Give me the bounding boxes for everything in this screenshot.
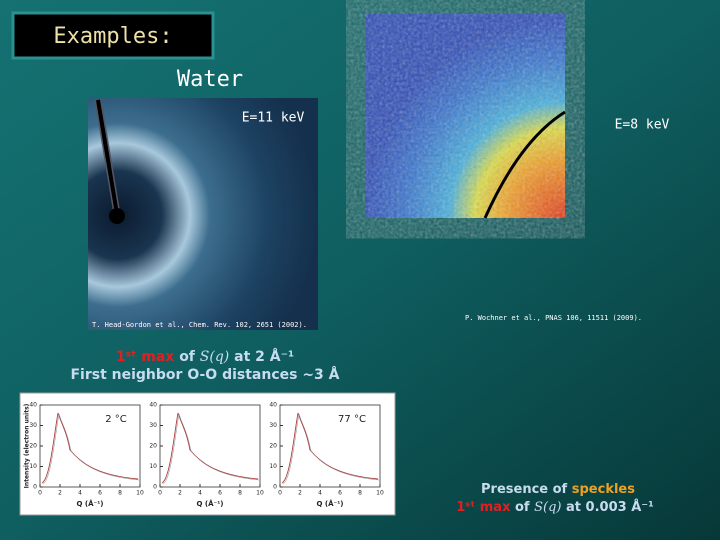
image-label: E=11 keV <box>242 111 305 126</box>
x-tick-label: 0 <box>38 490 42 497</box>
x-tick-label: 2 <box>58 490 62 497</box>
text: of <box>515 500 530 515</box>
x-tick-label: 6 <box>218 490 222 497</box>
y-tick-label: 30 <box>29 422 37 429</box>
text: at 2 Å⁻¹ <box>234 348 294 365</box>
title-box <box>11 11 215 60</box>
y-tick-label: 20 <box>149 443 157 450</box>
x-tick-label: 0 <box>158 490 162 497</box>
x-tick-label: 8 <box>118 490 122 497</box>
curve <box>162 413 260 485</box>
x-tick-label: 2 <box>178 490 182 497</box>
image-label: E=8 keV <box>615 118 670 133</box>
diffraction-image <box>88 98 318 330</box>
highlight: speckles <box>572 482 635 497</box>
y-tick-label: 20 <box>269 443 277 450</box>
highlight: 1ˢᵗ max <box>456 500 511 515</box>
caption-line: 1ˢᵗ max of S(q) at 0.003 Å⁻¹ <box>456 499 654 515</box>
beam-stop <box>109 208 125 224</box>
beam-stop <box>96 99 119 215</box>
text: Presence of <box>481 482 568 497</box>
y-tick-label: 0 <box>273 484 277 491</box>
y-tick-label: 40 <box>269 402 277 409</box>
caption-line: First neighbor O-O distances ~3 Å <box>70 366 339 383</box>
y-tick-label: 30 <box>149 422 157 429</box>
x-tick-label: 4 <box>198 490 202 497</box>
x-tick-label: 4 <box>78 490 82 497</box>
function: S(q) <box>200 349 229 365</box>
x-axis-label: Q (Å⁻¹) <box>77 499 104 508</box>
caption-line: Presence of speckles <box>481 482 635 497</box>
y-axis-label: Intensity (electron units) <box>24 403 31 488</box>
text: of <box>179 349 196 365</box>
curve <box>42 413 140 485</box>
x-tick-label: 4 <box>318 490 322 497</box>
x-tick-label: 10 <box>256 490 264 497</box>
y-tick-label: 40 <box>29 402 37 409</box>
ring-arc <box>483 110 566 219</box>
curve <box>281 412 379 484</box>
text: at 0.003 Å⁻¹ <box>566 499 654 515</box>
y-tick-label: 30 <box>269 422 277 429</box>
title: Examples: <box>53 24 172 49</box>
x-axis-label: Q (Å⁻¹) <box>317 499 344 508</box>
y-tick-label: 40 <box>149 402 157 409</box>
curve <box>161 412 259 484</box>
x-tick-label: 6 <box>98 490 102 497</box>
y-tick-label: 0 <box>33 484 37 491</box>
citation: P. Wochner et al., PNAS 106, 11511 (2009… <box>465 314 642 322</box>
y-tick-label: 0 <box>153 484 157 491</box>
curve <box>282 413 380 485</box>
x-tick-label: 6 <box>338 490 342 497</box>
y-tick-label: 10 <box>149 463 157 470</box>
x-tick-label: 0 <box>278 490 282 497</box>
highlight: 1ˢᵗ max <box>116 349 174 365</box>
temperature-label: 77 °C <box>338 414 366 425</box>
x-tick-label: 10 <box>136 490 144 497</box>
speckle-noise <box>366 14 565 218</box>
x-tick-label: 10 <box>376 490 384 497</box>
y-tick-label: 10 <box>29 463 37 470</box>
temperature-label: 2 °C <box>105 414 127 425</box>
curve <box>41 412 139 484</box>
caption-line: 1ˢᵗ max of S(q) at 2 Å⁻¹ <box>116 348 294 365</box>
y-tick-label: 20 <box>29 443 37 450</box>
function: S(q) <box>534 500 561 515</box>
citation: T. Head-Gordon et al., Chem. Rev. 102, 2… <box>92 321 307 329</box>
x-tick-label: 8 <box>238 490 242 497</box>
y-tick-label: 10 <box>269 463 277 470</box>
x-axis-label: Q (Å⁻¹) <box>197 499 224 508</box>
subtitle: Water <box>177 67 243 92</box>
x-tick-label: 2 <box>298 490 302 497</box>
plot-strip <box>19 392 396 516</box>
x-tick-label: 8 <box>358 490 362 497</box>
